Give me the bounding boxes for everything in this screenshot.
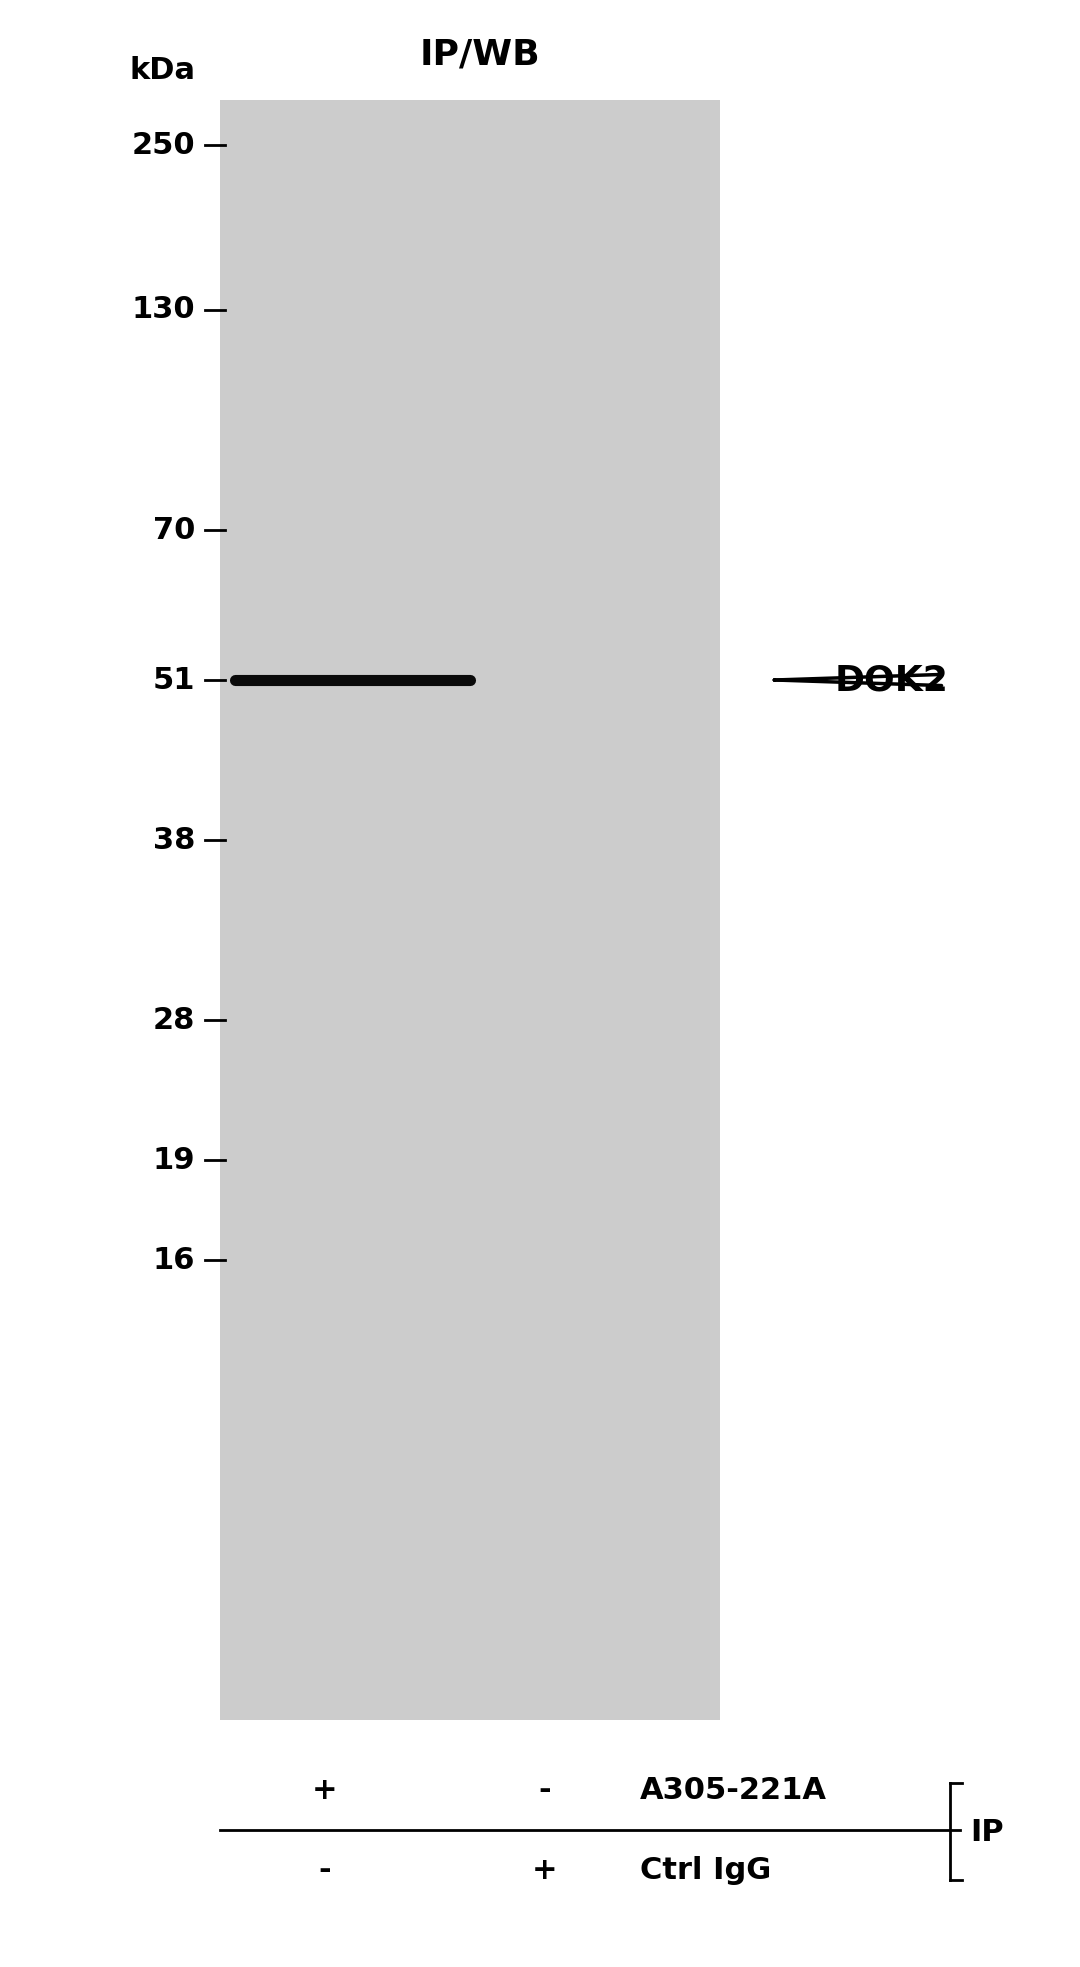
Text: 130: 130 [132,295,195,325]
Text: -: - [539,1776,551,1804]
Text: 38: 38 [152,826,195,854]
Text: kDa: kDa [129,55,195,85]
Text: IP/WB: IP/WB [420,37,540,73]
Text: 250: 250 [132,130,195,159]
Text: 28: 28 [152,1005,195,1035]
Text: 19: 19 [152,1145,195,1174]
Text: 70: 70 [152,515,195,545]
Text: 16: 16 [152,1245,195,1275]
Text: +: + [312,1776,338,1804]
Text: +: + [532,1855,557,1884]
Text: DOK2: DOK2 [835,663,949,696]
Text: IP: IP [970,1818,1003,1847]
Text: Ctrl IgG: Ctrl IgG [640,1855,771,1884]
Text: A305-221A: A305-221A [640,1776,827,1804]
Text: 51: 51 [152,665,195,694]
Text: -: - [319,1855,332,1884]
Bar [220,100,720,1719]
